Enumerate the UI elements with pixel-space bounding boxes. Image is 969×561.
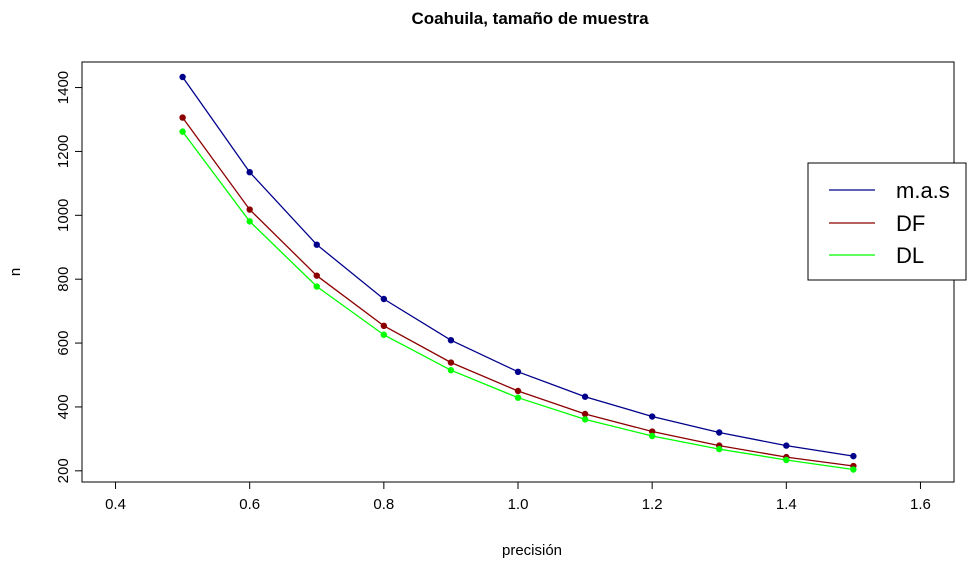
data-point	[850, 466, 856, 472]
x-axis-label: precisión	[502, 542, 562, 559]
y-tick-label: 200	[55, 458, 72, 483]
y-tick-label: 1000	[55, 199, 72, 232]
data-point	[448, 367, 454, 373]
y-tick-label: 400	[55, 394, 72, 419]
data-point	[783, 457, 789, 463]
x-tick-label: 1.4	[776, 496, 797, 513]
data-point	[314, 283, 320, 289]
data-point	[515, 388, 521, 394]
data-point	[582, 416, 588, 422]
data-point	[448, 359, 454, 365]
data-point	[448, 337, 454, 343]
data-point	[381, 332, 387, 338]
data-point	[783, 442, 789, 448]
series-line-1	[183, 118, 854, 466]
y-axis-label: n	[7, 268, 24, 276]
y-axis: 200 400 600 800 1000 1200 1400	[55, 71, 82, 483]
data-point	[515, 369, 521, 375]
legend: m.a.s DF DL	[808, 163, 966, 280]
data-point	[179, 114, 185, 120]
series-line-2	[183, 132, 854, 470]
y-tick-label: 1200	[55, 135, 72, 168]
data-point	[649, 413, 655, 419]
data-point	[246, 218, 252, 224]
data-point	[716, 446, 722, 452]
x-tick-label: 1.0	[508, 496, 529, 513]
x-tick-label: 0.8	[373, 496, 394, 513]
chart-title: Coahuila, tamaño de muestra	[411, 9, 649, 28]
x-tick-label: 1.2	[642, 496, 663, 513]
series-layer	[179, 74, 856, 473]
legend-label: DL	[896, 243, 924, 268]
data-point	[314, 241, 320, 247]
data-point	[649, 433, 655, 439]
data-point	[179, 128, 185, 134]
data-point	[850, 453, 856, 459]
x-axis: 0.4 0.6 0.8 1.0 1.2 1.4 1.6	[105, 482, 931, 513]
data-point	[515, 394, 521, 400]
data-point	[716, 429, 722, 435]
y-tick-label: 1400	[55, 71, 72, 104]
data-point	[582, 394, 588, 400]
x-tick-label: 1.6	[910, 496, 931, 513]
y-tick-label: 800	[55, 267, 72, 292]
data-point	[314, 272, 320, 278]
data-point	[381, 296, 387, 302]
x-tick-label: 0.6	[239, 496, 260, 513]
y-tick-label: 600	[55, 331, 72, 356]
data-point	[381, 323, 387, 329]
legend-label: DF	[896, 211, 925, 236]
data-point	[179, 74, 185, 80]
x-tick-label: 0.4	[105, 496, 126, 513]
data-point	[246, 206, 252, 212]
data-point	[246, 169, 252, 175]
legend-label: m.a.s	[896, 178, 950, 203]
